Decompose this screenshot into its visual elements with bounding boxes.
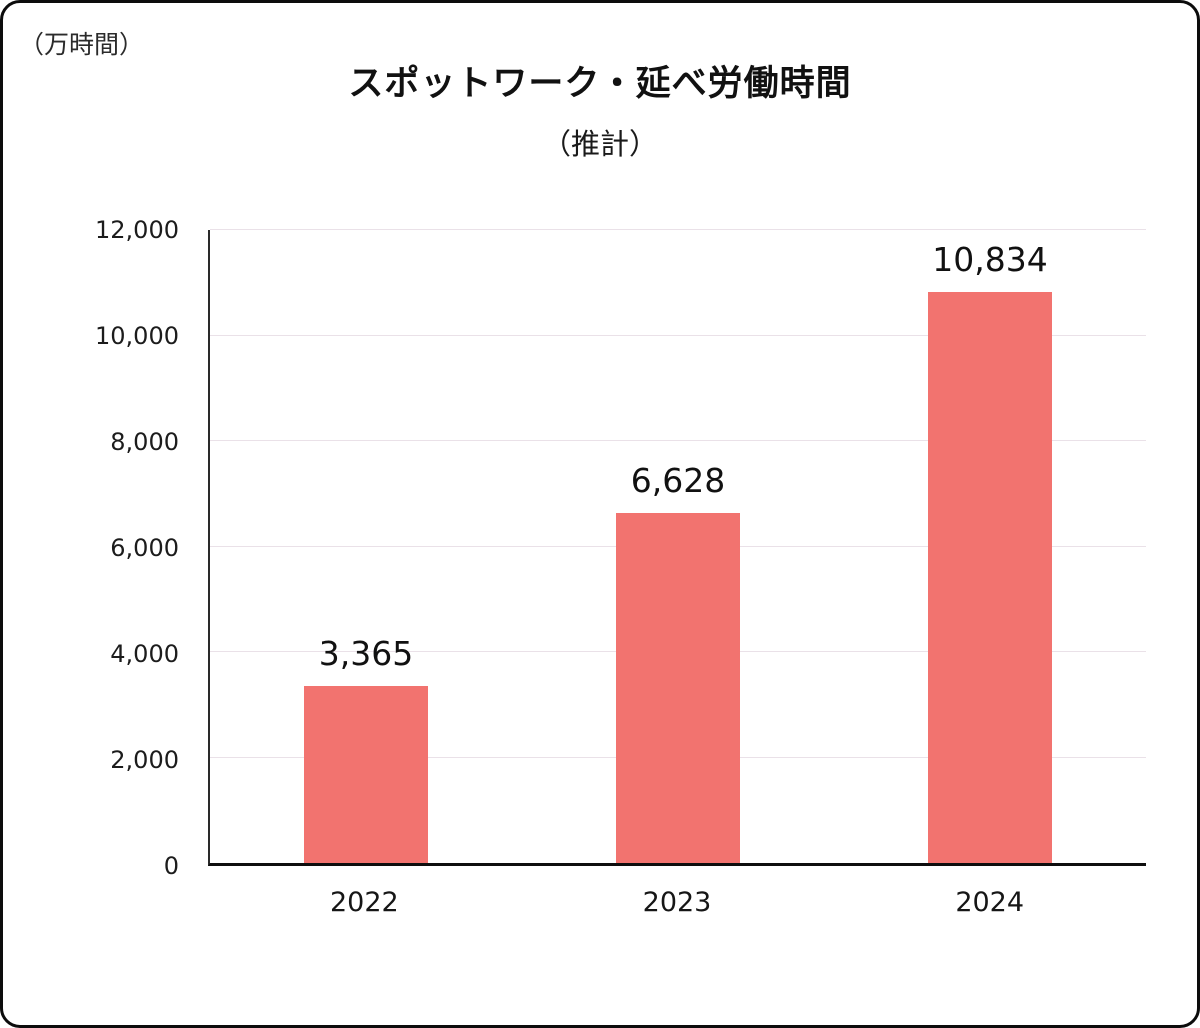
bar-value-label: 3,365 <box>318 633 414 673</box>
y-tick-label: 8,000 <box>110 428 179 456</box>
bar-value-label: 10,834 <box>932 239 1048 279</box>
chart-title: スポットワーク・延べ労働時間 <box>348 64 852 104</box>
x-axis-label-2024: 2024 <box>955 887 1025 918</box>
y-tick-label: 2,000 <box>110 746 179 774</box>
gridline <box>210 440 1146 441</box>
bar-2022 <box>304 685 428 863</box>
gridline <box>210 334 1146 336</box>
bar-2024 <box>928 291 1052 863</box>
y-tick-label: 6,000 <box>110 534 179 562</box>
y-tick-label: 10,000 <box>95 322 179 350</box>
x-axis-label-2023: 2023 <box>642 887 712 918</box>
bar-2023 <box>616 513 740 863</box>
x-axis-label-2022: 2022 <box>329 887 399 918</box>
x-axis-labels: 2022 2023 2024 <box>208 887 1146 918</box>
y-tick-label: 4,000 <box>110 640 179 668</box>
chart-subtitle: （推計） <box>541 127 658 161</box>
bar-slot-2024: 10,834 <box>834 230 1146 863</box>
bar-slot-2022: 3,365 <box>210 230 522 863</box>
gridline <box>210 229 1146 230</box>
plot-area: 3,365 6,628 10,834 <box>208 229 1146 866</box>
y-tick-label: 0 <box>163 852 179 880</box>
bar-value-label: 6,628 <box>630 461 726 501</box>
bar-series: 3,365 6,628 10,834 <box>210 230 1146 863</box>
bar-slot-2023: 6,628 <box>522 230 834 863</box>
y-axis-unit-label: （万時間） <box>19 30 145 59</box>
y-axis-tick-labels: 0 2,000 4,000 6,000 8,000 10,000 12,000 <box>3 218 193 878</box>
y-tick-label: 12,000 <box>95 216 179 244</box>
